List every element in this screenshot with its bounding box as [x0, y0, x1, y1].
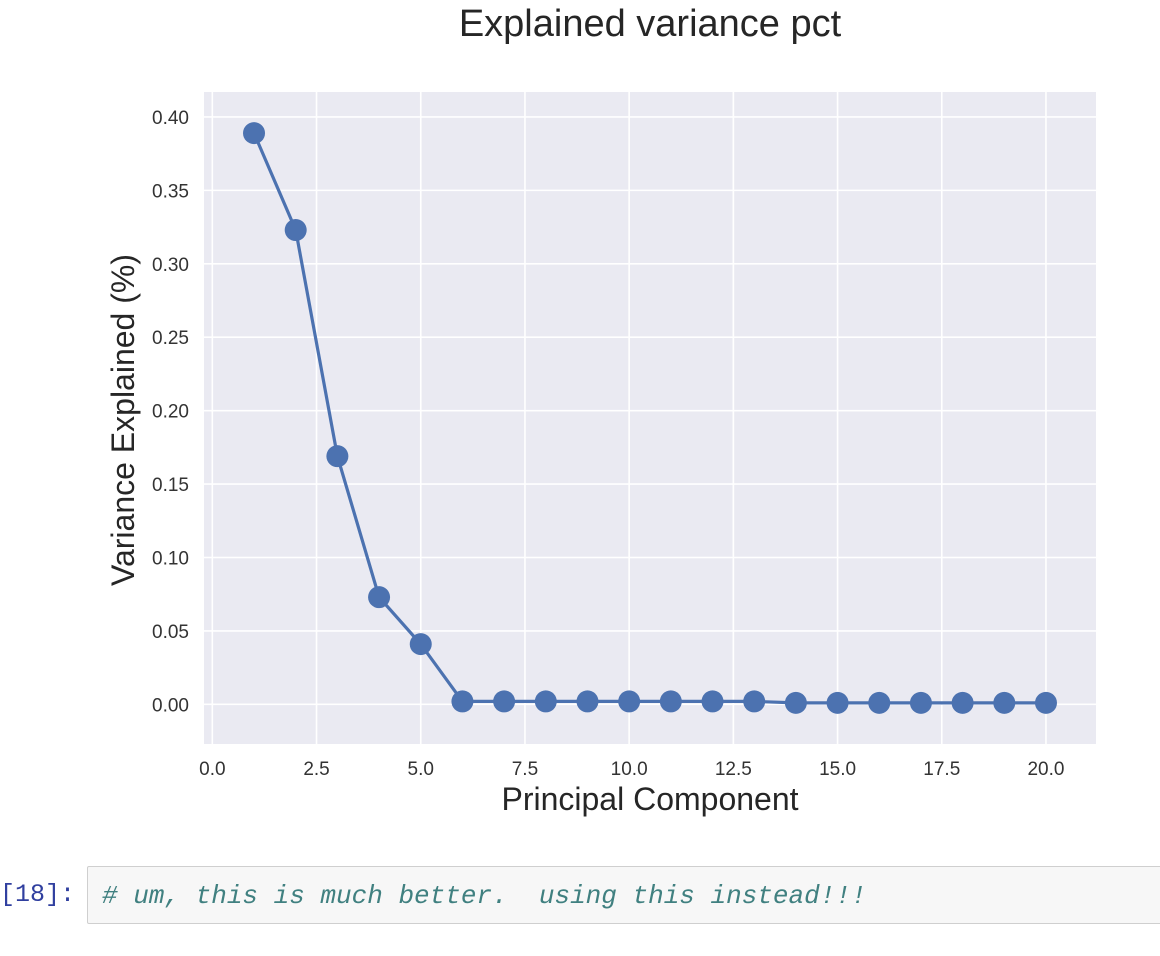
- code-cell: [18]: # um, this is much better. using t…: [0, 866, 1160, 926]
- y-tick-label: 0.20: [152, 402, 189, 423]
- data-point: [659, 690, 682, 713]
- data-point: [743, 690, 766, 713]
- data-point: [243, 122, 266, 145]
- data-point: [993, 691, 1016, 714]
- x-tick-label: 12.5: [715, 759, 752, 780]
- y-tick-label: 0.10: [152, 549, 189, 570]
- x-tick-label: 20.0: [1027, 759, 1064, 780]
- data-point: [368, 586, 391, 609]
- code-comment: # um, this is much better. using this in…: [102, 881, 867, 911]
- cell-prompt: [18]:: [0, 880, 76, 909]
- data-points: [243, 122, 1057, 714]
- x-tick-label: 2.5: [303, 759, 329, 780]
- x-tick-label: 5.0: [408, 759, 434, 780]
- data-point: [909, 691, 932, 714]
- x-tick-label: 7.5: [512, 759, 538, 780]
- data-point: [409, 633, 432, 656]
- y-tick-label: 0.00: [152, 695, 189, 716]
- data-point: [326, 445, 349, 468]
- chart-title: Explained variance pct: [459, 3, 842, 45]
- x-axis-label: Principal Component: [501, 781, 798, 817]
- y-tick-label: 0.40: [152, 108, 189, 129]
- chart: Explained variance pct 0.0 2.5 5.0 7.5 10.0 1…: [105, 3, 1096, 817]
- data-point: [701, 690, 724, 713]
- plot-area: [204, 92, 1096, 744]
- data-point: [951, 691, 974, 714]
- data-point: [284, 219, 307, 242]
- x-tick-label: 0.0: [199, 759, 225, 780]
- x-tick-label: 10.0: [611, 759, 648, 780]
- y-tick-label: 0.30: [152, 255, 189, 276]
- code-input[interactable]: # um, this is much better. using this in…: [87, 866, 1160, 924]
- data-point: [534, 690, 557, 713]
- data-point: [618, 690, 641, 713]
- x-tick-label: 17.5: [923, 759, 960, 780]
- y-tick-label: 0.15: [152, 475, 189, 496]
- data-point: [1034, 691, 1057, 714]
- data-point: [576, 690, 599, 713]
- data-point: [826, 691, 849, 714]
- x-tick-label: 15.0: [819, 759, 856, 780]
- y-tick-label: 0.05: [152, 622, 189, 643]
- data-point: [451, 690, 474, 713]
- y-tick-label: 0.35: [152, 181, 189, 202]
- y-tick-label: 0.25: [152, 328, 189, 349]
- data-point: [784, 691, 807, 714]
- data-point: [493, 690, 516, 713]
- y-axis-label: Variance Explained (%): [105, 254, 141, 586]
- data-point: [868, 691, 891, 714]
- tick-labels: 0.0 2.5 5.0 7.5 10.0 12.5 15.0 17.5 20.0 0.00 0.05…: [152, 108, 1064, 780]
